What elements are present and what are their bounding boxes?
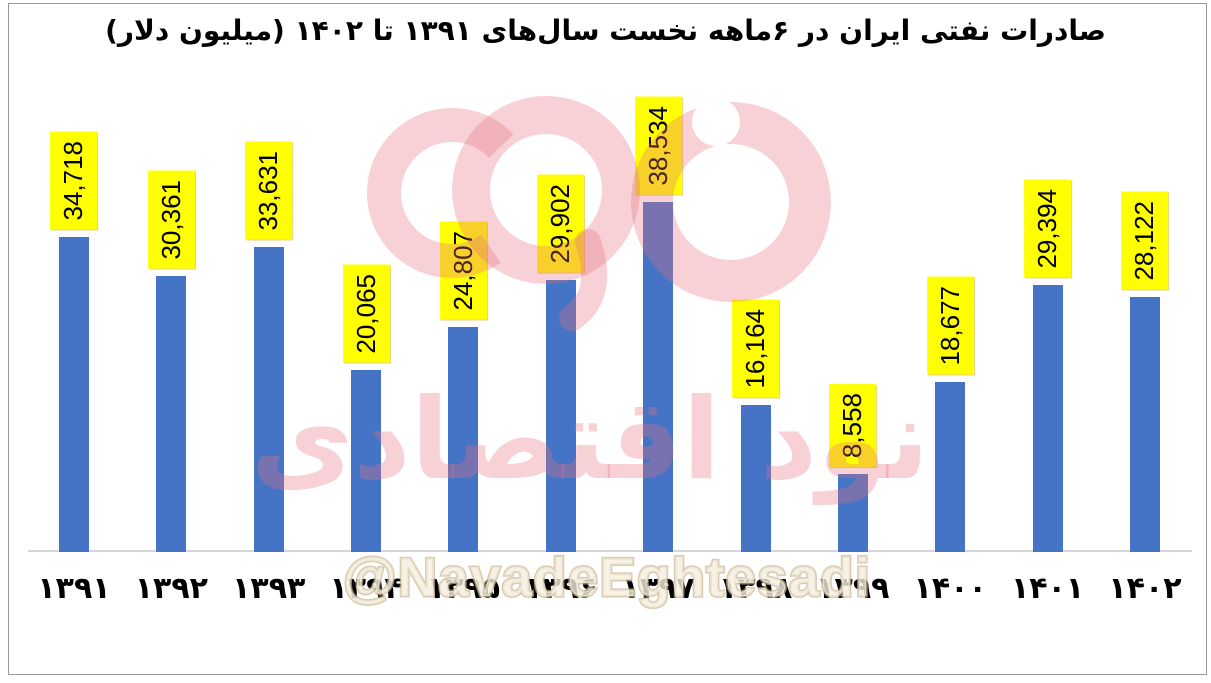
bar-value-label-wrap: 8,558 — [819, 383, 887, 467]
bar — [156, 276, 187, 552]
bar — [740, 405, 771, 552]
bar-value-label: 8,558 — [829, 383, 877, 467]
x-axis-label: ۱۳۹۷ — [621, 571, 695, 606]
bar — [837, 474, 868, 552]
bar-value-label: 34,718 — [50, 132, 98, 230]
bar — [1032, 285, 1063, 552]
bar-value-label: 33,631 — [245, 142, 293, 240]
bar-value-label: 29,902 — [537, 175, 585, 273]
x-axis-label: ۱۳۹۲ — [134, 571, 208, 606]
x-axis-label: ۱۴۰۲ — [1108, 571, 1182, 606]
x-axis-label: ۱۳۹۶ — [524, 571, 598, 606]
bar-value-label: 20,065 — [342, 265, 390, 363]
x-axis-line — [28, 550, 1192, 552]
bar — [448, 327, 479, 552]
x-axis-label: ۱۳۹۱ — [37, 571, 111, 606]
bar — [59, 237, 89, 552]
chart-frame — [8, 3, 1207, 675]
bar-value-label-wrap: 20,065 — [332, 265, 400, 363]
bar — [351, 370, 382, 552]
x-axis-label: ۱۳۹۹ — [816, 571, 890, 606]
bar — [545, 280, 576, 552]
x-axis-label: ۱۳۹۸ — [718, 571, 793, 606]
bar — [253, 247, 284, 552]
bar-value-label-wrap: 30,361 — [137, 171, 205, 269]
bar-value-label: 28,122 — [1121, 192, 1169, 290]
bar-value-label: 16,164 — [731, 300, 780, 398]
bar-value-label: 18,677 — [926, 277, 974, 375]
bar-value-label-wrap: 38,534 — [624, 97, 692, 195]
bar-value-label: 38,534 — [634, 97, 682, 195]
bar-value-label-wrap: 29,394 — [1014, 180, 1082, 278]
x-axis-label: ۱۳۹۵ — [426, 571, 501, 606]
bar-value-label-wrap: 34,718 — [40, 132, 108, 230]
bar-value-label-wrap: 33,631 — [235, 142, 303, 240]
bar-value-label: 24,807 — [439, 222, 487, 320]
x-axis-label: ۱۴۰۱ — [1010, 571, 1085, 606]
bar-value-label-wrap: 18,677 — [916, 277, 984, 375]
bar — [1129, 297, 1160, 552]
bar-value-label: 29,394 — [1024, 180, 1072, 278]
bar-value-label-wrap: 16,164 — [722, 300, 790, 398]
bar-value-label: 30,361 — [147, 171, 195, 269]
bar-value-label-wrap: 28,122 — [1111, 192, 1179, 290]
x-axis-label: ۱۳۹۳ — [232, 571, 306, 606]
bar — [935, 382, 966, 552]
x-axis-label: ۱۳۹۴ — [329, 571, 403, 606]
bar — [643, 202, 674, 552]
x-axis-label: ۱۴۰۰ — [913, 571, 987, 606]
bar-value-label-wrap: 29,902 — [527, 175, 595, 273]
bar-value-label-wrap: 24,807 — [429, 222, 497, 320]
chart-title: صادرات نفتی ایران در ۶ماهه نخست سال‌های … — [105, 14, 1106, 47]
